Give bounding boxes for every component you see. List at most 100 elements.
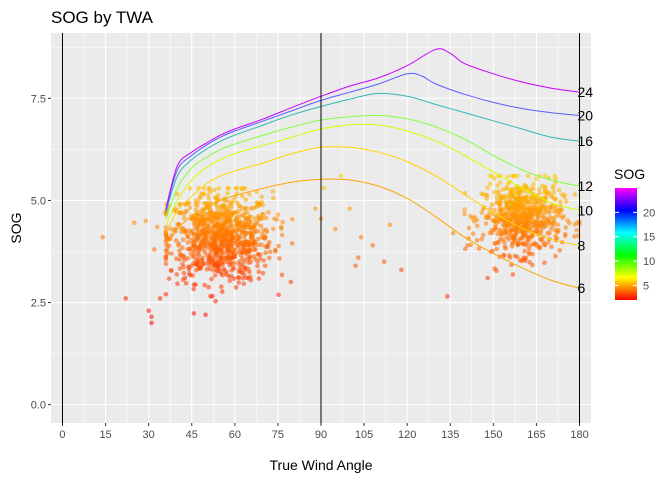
scatter-point [523,194,529,200]
scatter-point [218,248,224,253]
scatter-point [503,186,509,191]
scatter-point [503,193,508,199]
scatter-point [542,184,548,189]
curve-label-12: 12 [578,178,594,194]
scatter-point [236,280,242,285]
polar-curve-8 [165,146,580,246]
scatter-point [497,180,503,185]
x-tick-label: 90 [315,429,327,441]
scatter-point [206,284,211,290]
scatter-point [177,202,182,207]
x-axis-title: True Wind Angle [270,457,373,473]
scatter-point [493,241,498,246]
scatter-point [219,256,224,261]
scatter-point [243,216,249,221]
scatter-point [259,199,265,205]
scatter-point [551,190,557,195]
scatter-point [196,252,202,258]
scatter-point [239,186,245,192]
scatter-point [333,226,338,232]
scatter-point [169,251,174,256]
scatter-point [225,229,231,234]
x-tick-label: 135 [441,429,459,441]
scatter-point [548,227,554,232]
scatter-point [510,241,515,246]
scatter-point [547,190,552,196]
scatter-point [498,237,503,242]
scatter-point [484,192,489,198]
scatter-point [217,224,222,230]
scatter-point [187,186,193,191]
scatter-point [504,201,510,207]
scatter-point [200,192,206,197]
scatter-point [227,278,233,283]
scatter-point [149,320,154,326]
scatter-point [256,251,261,257]
scatter-point [201,211,207,216]
scatter-point [226,225,231,231]
scatter-point [445,294,450,299]
scatter-point [572,222,578,227]
scatter-point [518,210,524,216]
scatter-point [540,199,545,204]
scatter-point [177,266,183,271]
scatter-point [280,219,286,225]
x-tick-label: 30 [143,429,155,441]
scatter-point [264,229,270,234]
scatter-point [239,229,245,235]
x-tick-label: 45 [186,429,198,441]
polar-curve-labels: 6 8 10 12 16 20 24 [578,84,594,296]
scatter-point [183,281,189,286]
scatter-point [522,215,527,220]
scatter-point [381,259,387,265]
scatter-point [494,246,500,252]
scatter-point [494,268,499,274]
scatter-point [270,189,276,194]
scatter-point [489,230,495,236]
scatter-point [176,241,182,246]
scatter-point [520,241,525,247]
scatter-point [507,205,513,210]
scatter-point [495,191,501,196]
scatter-point [224,212,229,217]
scatter-point [146,308,151,314]
scatter-point [485,275,490,281]
curve-label-8: 8 [578,237,586,253]
scatter-point [259,194,265,200]
scatter-point [255,242,261,247]
scatter-point [472,214,478,220]
scatter-point [191,286,196,292]
curve-label-24: 24 [578,84,594,100]
scatter-point [163,248,169,254]
scatter-point [174,272,179,277]
scatter-point [484,196,490,201]
scatter-point [180,225,186,231]
scatter-point [387,222,393,228]
scatter-point [212,195,218,200]
scatter-point [552,215,558,220]
scatter-point [157,296,163,301]
y-tick-label: 5.0 [31,195,46,207]
scatter-point [533,206,539,212]
scatter-point [492,218,498,224]
scatter-point [220,205,226,210]
colorbar-tick-label: 20 [643,207,655,219]
scatter-point [194,218,199,224]
scatter-point [211,216,217,222]
scatter-point [252,244,257,250]
scatter-point [540,215,546,220]
scatter-point [193,282,198,287]
scatter-point [259,211,265,217]
scatter-point [229,268,234,273]
scatter-point [479,236,485,242]
scatter-point [512,232,518,238]
scatter-point [517,214,522,219]
scatter-point [163,231,169,237]
scatter-point [553,253,558,259]
scatter-point [474,238,480,243]
scatter-point [271,226,276,232]
scatter-point [198,213,203,219]
scatter-point [468,213,473,219]
scatter-point [510,272,516,277]
